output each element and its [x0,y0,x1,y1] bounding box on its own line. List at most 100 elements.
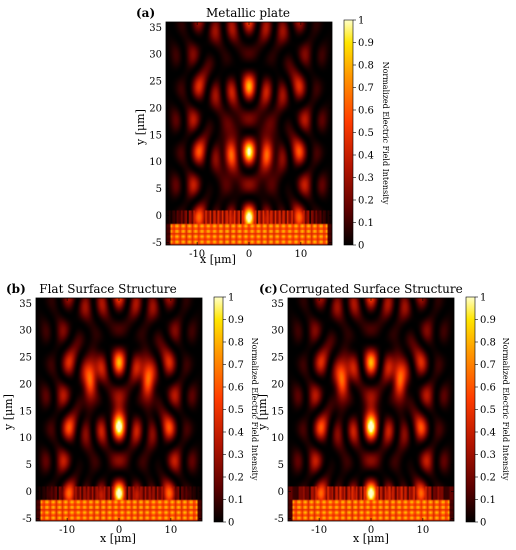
colorbar-tick-label: 0.8 [228,338,244,349]
colorbar-tick-label: 0.5 [480,405,496,416]
colorbar-tick-label: 0.7 [228,360,244,371]
y-tick-label: 30 [19,326,32,337]
x-tick-label: 10 [165,525,178,536]
y-tick-label: 5 [278,460,284,471]
colorbar-tick-label: 0.2 [358,196,374,207]
colorbar-tick-label: 0.5 [228,405,244,416]
colorbar-label: Normalized Electric Field Intensity [250,338,259,481]
panel-corrugated-surface: (c) Corrugated Surface Structure -505101… [256,282,510,545]
colorbar-tick-label: 0.5 [358,128,374,139]
x-axis-label: x [μm] [353,532,389,545]
colorbar-tick-label: 0.6 [228,383,244,394]
x-axis-ticks: -10 0 10 [59,298,177,536]
y-tick-label: 0 [156,211,162,222]
heatmap-area [36,298,202,521]
colorbar-tick-label: 0.6 [480,383,496,394]
heatmap-image [166,22,332,245]
x-tick-label: 10 [295,249,308,260]
colorbar-ticks: 0 0.1 0.2 0.3 0.4 0.5 0.6 0.7 0.8 0.9 1 [223,293,244,529]
panel-flat-surface: (b) Flat Surface Structure -505101520253… [2,282,259,545]
chart-title: Flat Surface Structure [39,282,177,296]
colorbar-tick-label: 0.6 [358,106,374,117]
colorbar [343,19,354,246]
x-axis-label: x [μm] [100,532,136,545]
colorbar-tick-label: 0.1 [480,495,496,506]
colorbar-tick-label: 0.4 [228,428,244,439]
y-tick-label: -5 [152,238,162,249]
x-tick-label: 0 [246,249,252,260]
colorbar-tick-label: 0.3 [480,450,496,461]
y-axis-label: y [μm] [134,109,147,146]
y-tick-label: 0 [26,487,32,498]
chart-title: Metallic plate [206,6,290,20]
panel-label: (b) [6,282,26,296]
colorbar-tick-label: 0.4 [358,151,374,162]
x-tick-label: -10 [59,525,75,536]
y-tick-label: -5 [22,514,32,525]
y-tick-label: -5 [274,514,284,525]
heatmap-image [288,298,454,521]
colorbar-tick-label: 0.2 [228,473,244,484]
colorbar-tick-label: 0.1 [358,218,374,229]
y-tick-label: 35 [271,299,284,310]
y-tick-label: 25 [271,353,284,364]
y-axis-label: y [μm] [256,394,269,431]
y-tick-label: 15 [149,130,162,141]
colorbar-tick-label: 0 [228,518,234,529]
panel-label: (c) [259,282,278,296]
chart-title: Corrugated Surface Structure [279,282,462,296]
x-axis-label: x [μm] [200,253,236,266]
colorbar-tick-label: 0.7 [480,360,496,371]
x-axis-ticks: -10 0 10 [311,298,429,536]
y-tick-label: 25 [19,353,32,364]
colorbar-tick-label: 1 [358,16,364,27]
y-tick-label: 10 [149,157,162,168]
y-tick-label: 0 [278,487,284,498]
x-axis-ticks: -10 0 10 [189,22,307,260]
colorbar-ticks: 0 0.1 0.2 0.3 0.4 0.5 0.6 0.7 0.8 0.9 1 [353,16,374,252]
colorbar-tick-label: 0.1 [228,495,244,506]
colorbar-tick-label: 0.9 [228,315,244,326]
y-axis-ticks: -5 0 5 10 15 20 25 30 35 [19,299,202,525]
colorbar-tick-label: 0.9 [358,38,374,49]
y-tick-label: 10 [19,433,32,444]
colorbar-tick-label: 0.3 [228,450,244,461]
y-tick-label: 30 [271,326,284,337]
y-tick-label: 20 [271,379,284,390]
colorbar-tick-label: 0.4 [480,428,496,439]
colorbar-label: Normalized Electric Field Intensity [501,338,510,481]
colorbar-tick-label: 0.2 [480,473,496,484]
colorbar-tick-label: 1 [480,293,486,304]
heatmap-area [288,298,454,521]
colorbar-tick-label: 0 [358,241,364,252]
y-tick-label: 20 [149,103,162,114]
x-tick-label: 10 [417,525,430,536]
y-tick-label: 30 [149,50,162,61]
y-axis-ticks: -5 0 5 10 15 20 25 30 35 [149,23,332,249]
colorbar-ticks: 0 0.1 0.2 0.3 0.4 0.5 0.6 0.7 0.8 0.9 1 [475,293,496,529]
colorbar [213,296,224,523]
colorbar-tick-label: 0.3 [358,173,374,184]
y-tick-label: 25 [149,77,162,88]
colorbar-tick-label: 0.7 [358,83,374,94]
y-tick-label: 5 [156,184,162,195]
panel-label: (a) [136,6,155,20]
colorbar-tick-label: 1 [228,293,234,304]
y-tick-label: 35 [19,299,32,310]
colorbar [465,296,476,523]
colorbar-tick-label: 0.8 [358,61,374,72]
y-tick-label: 20 [19,379,32,390]
y-tick-label: 10 [271,433,284,444]
y-tick-label: 15 [271,406,284,417]
y-tick-label: 35 [149,23,162,34]
colorbar-label: Normalized Electric Field Intensity [381,62,390,205]
colorbar-tick-label: 0 [480,518,486,529]
x-tick-label: -10 [189,249,205,260]
y-tick-label: 5 [26,460,32,471]
x-tick-label: 0 [116,525,122,536]
y-axis-label: y [μm] [2,394,15,431]
heatmap-image [36,298,202,521]
y-axis-ticks: -5 0 5 10 15 20 25 30 35 [271,299,454,525]
